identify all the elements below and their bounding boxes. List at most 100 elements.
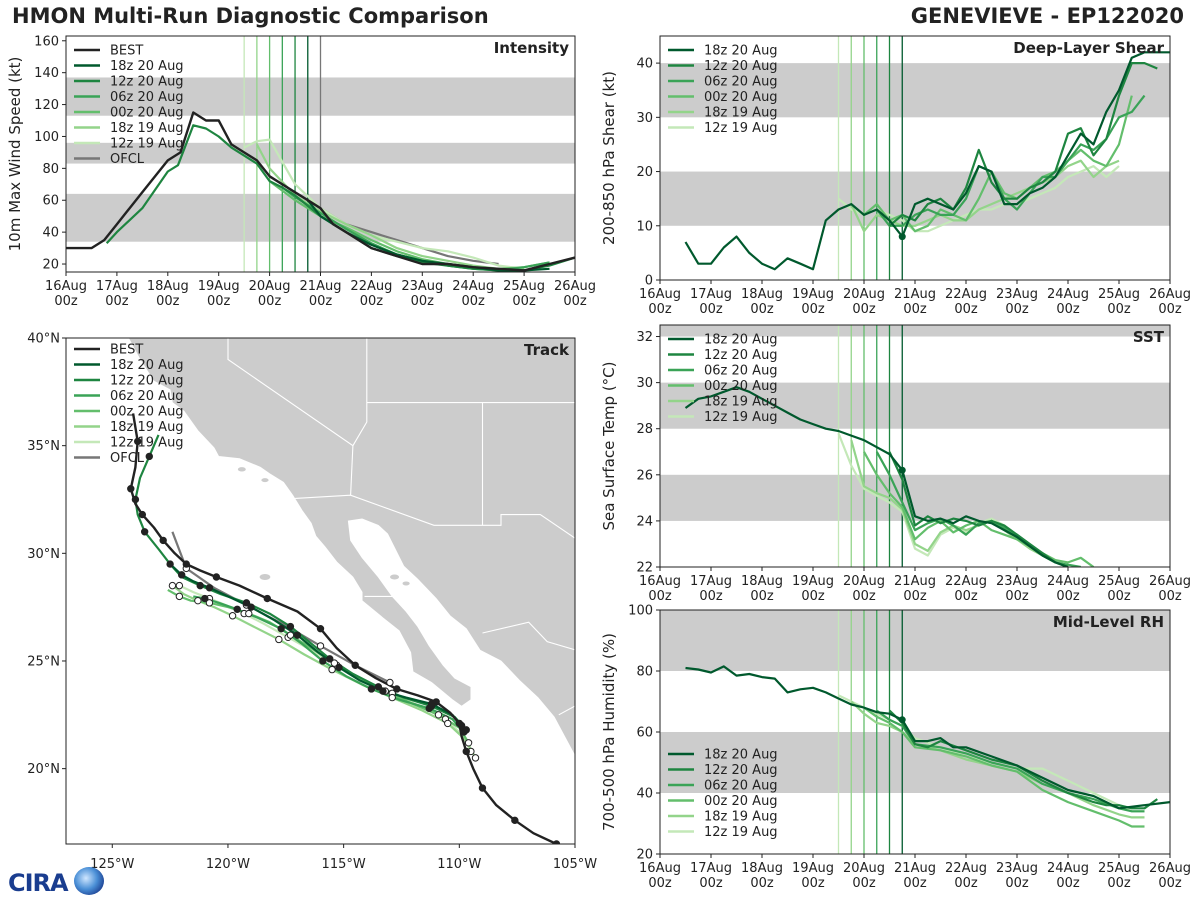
- marker-rh-18z-20-aug: [898, 716, 906, 724]
- panel-title-sst: SST: [1133, 328, 1165, 346]
- xtick-day-rh-0: 16Aug: [639, 861, 681, 876]
- track-dot-best-14: [351, 661, 359, 669]
- ytick-label-shear-30: 30: [636, 111, 653, 126]
- xtick-day-sst-7: 23Aug: [996, 574, 1038, 589]
- legend-label-shear-3: 00z 20 Aug: [704, 90, 778, 105]
- figure-title: HMON Multi-Run Diagnostic Comparison: [12, 4, 489, 28]
- ytick-label-intensity-40: 40: [42, 226, 59, 241]
- xtick-hour-shear-9: 00z: [1107, 302, 1131, 317]
- track-dot-best-12: [393, 685, 401, 693]
- xtick-hour-intensity-10: 00z: [563, 294, 587, 309]
- xtick-hour-shear-10: 00z: [1158, 302, 1182, 317]
- track-dot-06z-20-aug-12: [201, 594, 209, 603]
- ylabel-intensity: 10m Max Wind Speed (kt): [6, 57, 24, 252]
- chart-shear: 01020304016Aug00z17Aug00z18Aug00z19Aug00…: [600, 35, 1191, 317]
- xtick-hour-sst-3: 00z: [801, 589, 825, 604]
- legend-label-intensity-1: 18z 20 Aug: [110, 59, 184, 74]
- xtick-hour-intensity-0: 00z: [54, 294, 78, 309]
- track-dot-best-26: [138, 510, 147, 519]
- legend-label-shear-5: 12z 19 Aug: [704, 121, 778, 136]
- track-dot-12z-20-aug-6: [326, 655, 334, 663]
- legend-label-sst-3: 00z 20 Aug: [704, 379, 778, 394]
- xtick-hour-rh-9: 00z: [1107, 876, 1131, 891]
- track-xtick-label--125: 125°W: [90, 857, 134, 872]
- border-7: [558, 705, 575, 716]
- ytick-label-rh-100: 100: [628, 604, 653, 619]
- legend-label-track-1: 18z 20 Aug: [110, 358, 184, 373]
- xtick-hour-rh-10: 00z: [1158, 876, 1182, 891]
- band-rh-1: [660, 610, 1170, 671]
- legend-label-rh-1: 12z 20 Aug: [704, 763, 778, 778]
- xtick-day-intensity-2: 18Aug: [147, 279, 189, 294]
- border-2: [352, 338, 368, 446]
- xtick-hour-intensity-6: 00z: [360, 294, 384, 309]
- ytick-label-shear-20: 20: [636, 165, 653, 180]
- xtick-day-shear-6: 22Aug: [945, 287, 987, 302]
- ytick-label-intensity-100: 100: [34, 130, 59, 145]
- series-rh-18z-19-aug: [850, 700, 1145, 819]
- legend-label-shear-2: 06z 20 Aug: [704, 75, 778, 90]
- xtick-hour-rh-1: 00z: [699, 876, 723, 891]
- track-dot-best-28: [127, 485, 135, 493]
- ytick-label-rh-20: 20: [636, 848, 653, 863]
- legend-label-sst-1: 12z 20 Aug: [704, 348, 778, 363]
- xtick-day-shear-4: 20Aug: [843, 287, 885, 302]
- xtick-hour-rh-2: 00z: [750, 876, 774, 891]
- xtick-hour-shear-3: 00z: [801, 302, 825, 317]
- legend-label-intensity-7: OFCL: [110, 152, 145, 167]
- xtick-day-intensity-9: 25Aug: [503, 279, 545, 294]
- xtick-day-rh-10: 26Aug: [1149, 861, 1191, 876]
- track-dot-best-20: [212, 573, 221, 581]
- ytick-label-intensity-60: 60: [42, 194, 59, 209]
- ytick-label-intensity-160: 160: [34, 34, 59, 49]
- xtick-hour-sst-10: 00z: [1158, 589, 1182, 604]
- legend-label-track-7: OFCL: [110, 451, 145, 466]
- xtick-hour-sst-9: 00z: [1107, 589, 1131, 604]
- xtick-hour-rh-3: 00z: [801, 876, 825, 891]
- track-dot-18z-19-aug-6: [328, 665, 336, 674]
- xtick-hour-sst-2: 00z: [750, 589, 774, 604]
- xtick-hour-intensity-3: 00z: [207, 294, 231, 309]
- series-shear-18z-19-aug: [850, 159, 1120, 233]
- ytick-label-rh-80: 80: [636, 665, 653, 680]
- ytick-label-sst-30: 30: [636, 376, 653, 391]
- xtick-day-intensity-6: 22Aug: [350, 279, 392, 294]
- panel-title-shear: Deep-Layer Shear: [1013, 39, 1164, 57]
- track-dot-18z-19-aug-14: [168, 581, 177, 590]
- island-3: [237, 467, 246, 472]
- track-dot-12z-20-aug-12: [196, 581, 204, 590]
- track-dot-18z-19-aug-4: [388, 693, 396, 702]
- track-dot-best-24: [159, 536, 167, 545]
- xtick-hour-sst-0: 00z: [648, 589, 672, 604]
- legend-label-sst-2: 06z 20 Aug: [704, 364, 778, 379]
- xtick-hour-intensity-5: 00z: [309, 294, 333, 309]
- track-xtick-label--115: 115°W: [322, 857, 366, 872]
- legend-label-sst-5: 12z 19 Aug: [704, 410, 778, 425]
- xtick-hour-intensity-7: 00z: [411, 294, 435, 309]
- xtick-day-sst-9: 25Aug: [1098, 574, 1140, 589]
- ytick-label-sst-26: 26: [636, 468, 653, 483]
- track-dot-12z-20-aug-14: [166, 560, 174, 568]
- xtick-day-rh-5: 21Aug: [894, 861, 936, 876]
- track-dot-00z-20-aug-14: [175, 592, 184, 601]
- xtick-hour-rh-4: 00z: [852, 876, 876, 891]
- xtick-day-shear-2: 18Aug: [741, 287, 783, 302]
- ylabel-shear: 200-850 hPa Shear (kt): [600, 71, 618, 245]
- xtick-hour-intensity-8: 00z: [462, 294, 486, 309]
- track-dot-18z-20-aug-4: [379, 687, 387, 695]
- xtick-day-rh-4: 20Aug: [843, 861, 885, 876]
- plot-area-intensity: [66, 36, 575, 272]
- series-rh-00z-20-aug: [863, 706, 1145, 828]
- xtick-day-intensity-0: 16Aug: [45, 279, 87, 294]
- track-dot-12z-20-aug-20: [145, 452, 153, 461]
- xtick-hour-rh-0: 00z: [648, 876, 672, 891]
- xtick-hour-sst-7: 00z: [1005, 589, 1029, 604]
- track-ytick-label-20: 20°N: [27, 762, 60, 777]
- ytick-label-rh-40: 40: [636, 787, 653, 802]
- track-dot-12z-20-aug-4: [374, 683, 383, 691]
- track-dot-06z-20-aug-10: [233, 605, 241, 614]
- track-dot-18z-20-aug-8: [293, 631, 302, 639]
- ytick-label-intensity-140: 140: [34, 66, 59, 81]
- track-dot-best-30: [134, 437, 142, 446]
- chart-rh: 2040608010016Aug00z17Aug00z18Aug00z19Aug…: [600, 604, 1191, 892]
